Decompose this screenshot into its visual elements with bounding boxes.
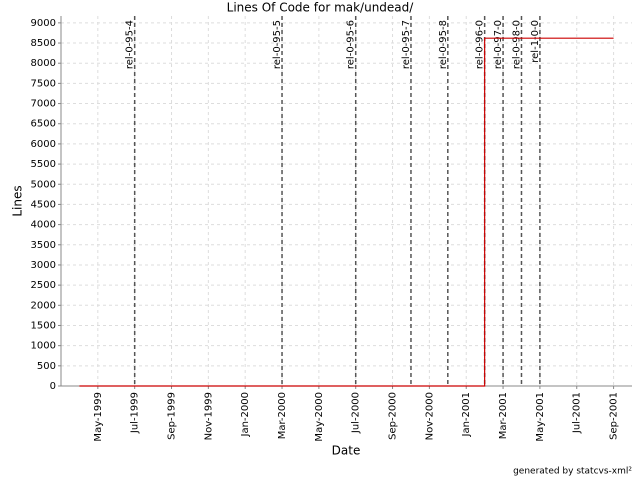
release-label: rel-0-95-7 [401,20,412,69]
footer: generated by statcvs-xml² [513,467,632,477]
y-tick-label: 5000 [31,179,56,190]
y-tick-label: 2500 [31,280,56,291]
x-axis-title: Date [332,444,361,458]
y-tick-label: 8500 [31,38,56,49]
release-label: rel-0-95-6 [346,20,357,69]
y-tick-label: 2000 [31,300,56,311]
data-line [79,37,614,387]
y-tick-label: 8000 [31,58,56,69]
y-tick-label: 5500 [31,159,56,170]
x-tick-label: May-1999 [93,392,104,442]
release-label: rel-0-95-4 [125,20,136,69]
y-tick-label: 0 [50,381,56,392]
x-tick-label: Jan-2001 [461,392,472,437]
x-tick-label: Jul-2001 [572,392,583,434]
x-tick-label: Nov-2000 [424,392,435,440]
y-tick-label: 1500 [31,320,56,331]
release-label: rel-0-95-5 [272,20,283,69]
x-tick-label: Nov-1999 [203,392,214,440]
release-label: rel-0-97-0 [493,20,504,69]
y-tick-label: 7000 [31,99,56,110]
y-tick-label: 9000 [31,18,56,29]
y-tick-label: 3500 [31,240,56,251]
x-tick-label: May-2001 [535,392,546,442]
x-tick-label: Jul-2000 [351,392,362,434]
x-tick-label: Mar-2000 [277,392,288,439]
release-label: rel-1-0-0 [530,20,541,63]
y-tick-label: 4500 [31,199,56,210]
y-tick-label: 4000 [31,220,56,231]
release-label: rel-0-98-0 [511,20,522,69]
x-tick-label: Sep-2001 [609,392,620,440]
x-tick-label: Jul-1999 [130,392,141,434]
chart-title: Lines Of Code for mak/undead/ [227,1,415,15]
release-label: rel-0-95-8 [438,20,449,69]
x-tick-label: May-2000 [314,392,325,442]
y-tick-label: 6500 [31,119,56,130]
y-tick-label: 500 [37,361,56,372]
x-tick-label: Sep-2000 [388,392,399,440]
x-tick-label: Mar-2001 [498,392,509,439]
y-tick-label: 1000 [31,341,56,352]
y-tick-label: 7500 [31,78,56,89]
x-tick-label: Sep-1999 [167,392,178,440]
release-label: rel-0-96-0 [475,20,486,69]
y-tick-label: 3000 [31,260,56,271]
x-tick-label: Jan-2000 [240,392,251,437]
y-tick-label: 6000 [31,139,56,150]
y-axis-title: Lines [11,185,25,216]
